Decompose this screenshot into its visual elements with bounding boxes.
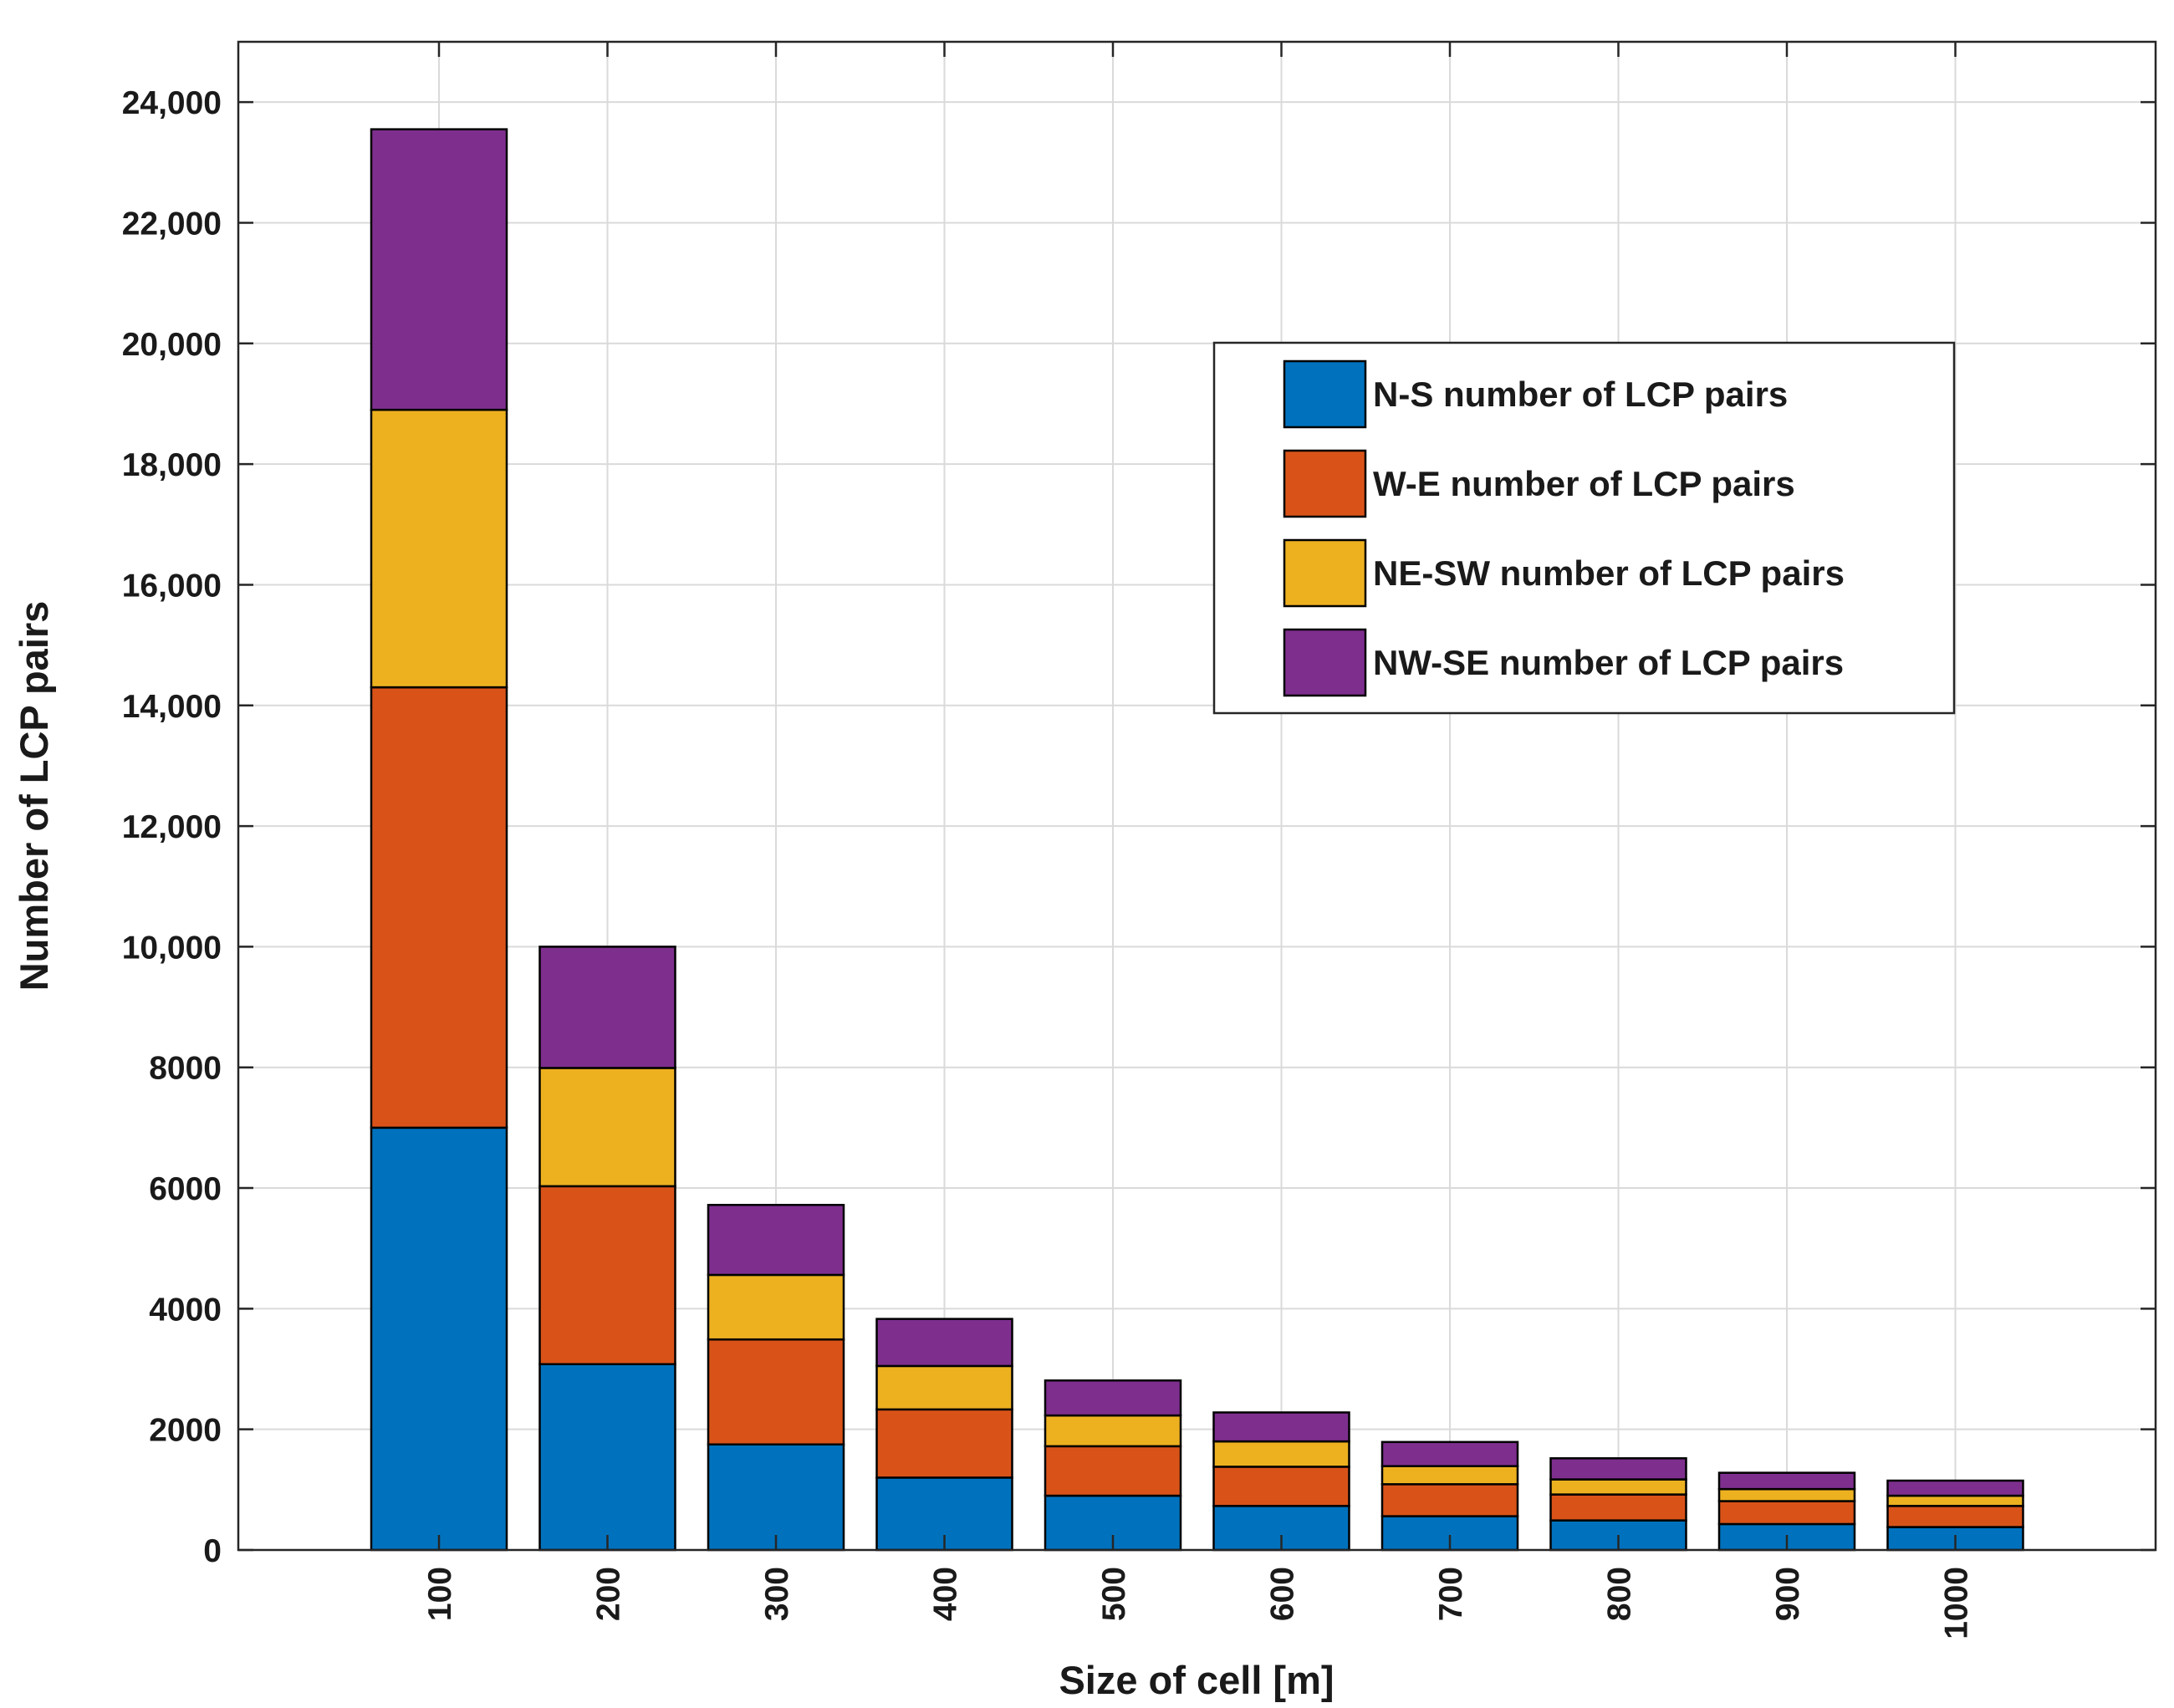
plot-frame [237,40,2157,1552]
bar-stacks [370,128,2024,1552]
x-tick-label: 700 [1433,1567,1469,1621]
bar-segment [1549,1457,1687,1481]
y-tick-label: 24,000 [122,85,222,121]
x-axis-label: Size of cell [m] [1059,1658,1334,1702]
bar-segment [707,1443,845,1552]
bar-segment [1717,1487,1856,1502]
y-tick-label: 22,000 [122,206,222,242]
y-tick-label: 0 [203,1533,222,1569]
x-tick-label: 300 [759,1567,795,1621]
bar-segment [370,128,508,411]
bar-segment [875,1364,1013,1411]
bar-segment [538,946,676,1069]
legend-label: NE-SW number of LCP pairs [1373,553,1845,593]
y-axis-label: Number of LCP pairs [12,601,56,992]
legend-swatch [1283,359,1367,429]
bar-segment [875,1318,1013,1368]
y-tick-label: 20,000 [122,327,222,363]
legend-swatch [1283,538,1367,608]
bar-segment [538,1185,676,1365]
bar-segment [1380,1465,1519,1486]
x-tick-label: 1000 [1939,1567,1975,1639]
bar-segment [707,1338,845,1445]
bar-segment [1886,1505,2024,1528]
bar-segment [1212,1440,1350,1468]
bar-segment [538,1363,676,1552]
x-tick-label: 800 [1602,1567,1638,1621]
legend-label: NW-SE number of LCP pairs [1373,643,1844,682]
y-tick-label: 4000 [149,1292,222,1328]
y-tick-label: 12,000 [122,809,222,845]
axis-ticks: 0 2000 4000 6000 8000 10,000 12,000 14,000 16,00… [122,42,2156,1639]
bar-segment [1549,1478,1687,1496]
y-tick-label: 2000 [149,1413,222,1449]
bar-segment [1717,1471,1856,1491]
x-tick-label: 500 [1096,1567,1132,1621]
bar-segment [370,1126,508,1552]
y-tick-label: 14,000 [122,689,222,725]
bar-segment [1380,1440,1519,1467]
x-tick-label: 400 [928,1567,964,1621]
y-tick-label: 18,000 [122,447,222,483]
bar-segment [1549,1493,1687,1522]
legend-swatch [1283,628,1367,697]
bar-segment [1380,1483,1519,1517]
bar-segment [707,1273,845,1341]
bar-segment [1044,1414,1182,1448]
plot-area [238,42,2156,1550]
bar-segment [1044,1379,1182,1417]
bar-segment [1212,1411,1350,1443]
bar-segment [1886,1479,2024,1497]
bar-segment [370,686,508,1129]
bar-segment [1717,1500,1856,1526]
y-tick-label: 6000 [149,1171,222,1207]
bar-segment [370,408,508,689]
bar-segment [707,1203,845,1277]
legend-label: W-E number of LCP pairs [1373,464,1795,503]
legend-swatch [1283,449,1367,518]
x-tick-label: 200 [591,1567,627,1621]
bar-segment [875,1408,1013,1479]
bar-segment [1886,1494,2024,1507]
bar-segment [1044,1445,1182,1497]
x-tick-label: 900 [1770,1567,1806,1621]
x-tick-label: 600 [1265,1567,1301,1621]
legend-label: N-S number of LCP pairs [1373,375,1788,414]
bar-segment [538,1067,676,1188]
bar-segment [1212,1466,1350,1507]
legend: N-S number of LCP pairs W-E number of LCP… [1212,341,1956,715]
y-tick-label: 10,000 [122,930,222,966]
y-tick-label: 16,000 [122,568,222,604]
x-tick-label: 100 [422,1567,458,1621]
y-tick-label: 8000 [149,1051,222,1087]
